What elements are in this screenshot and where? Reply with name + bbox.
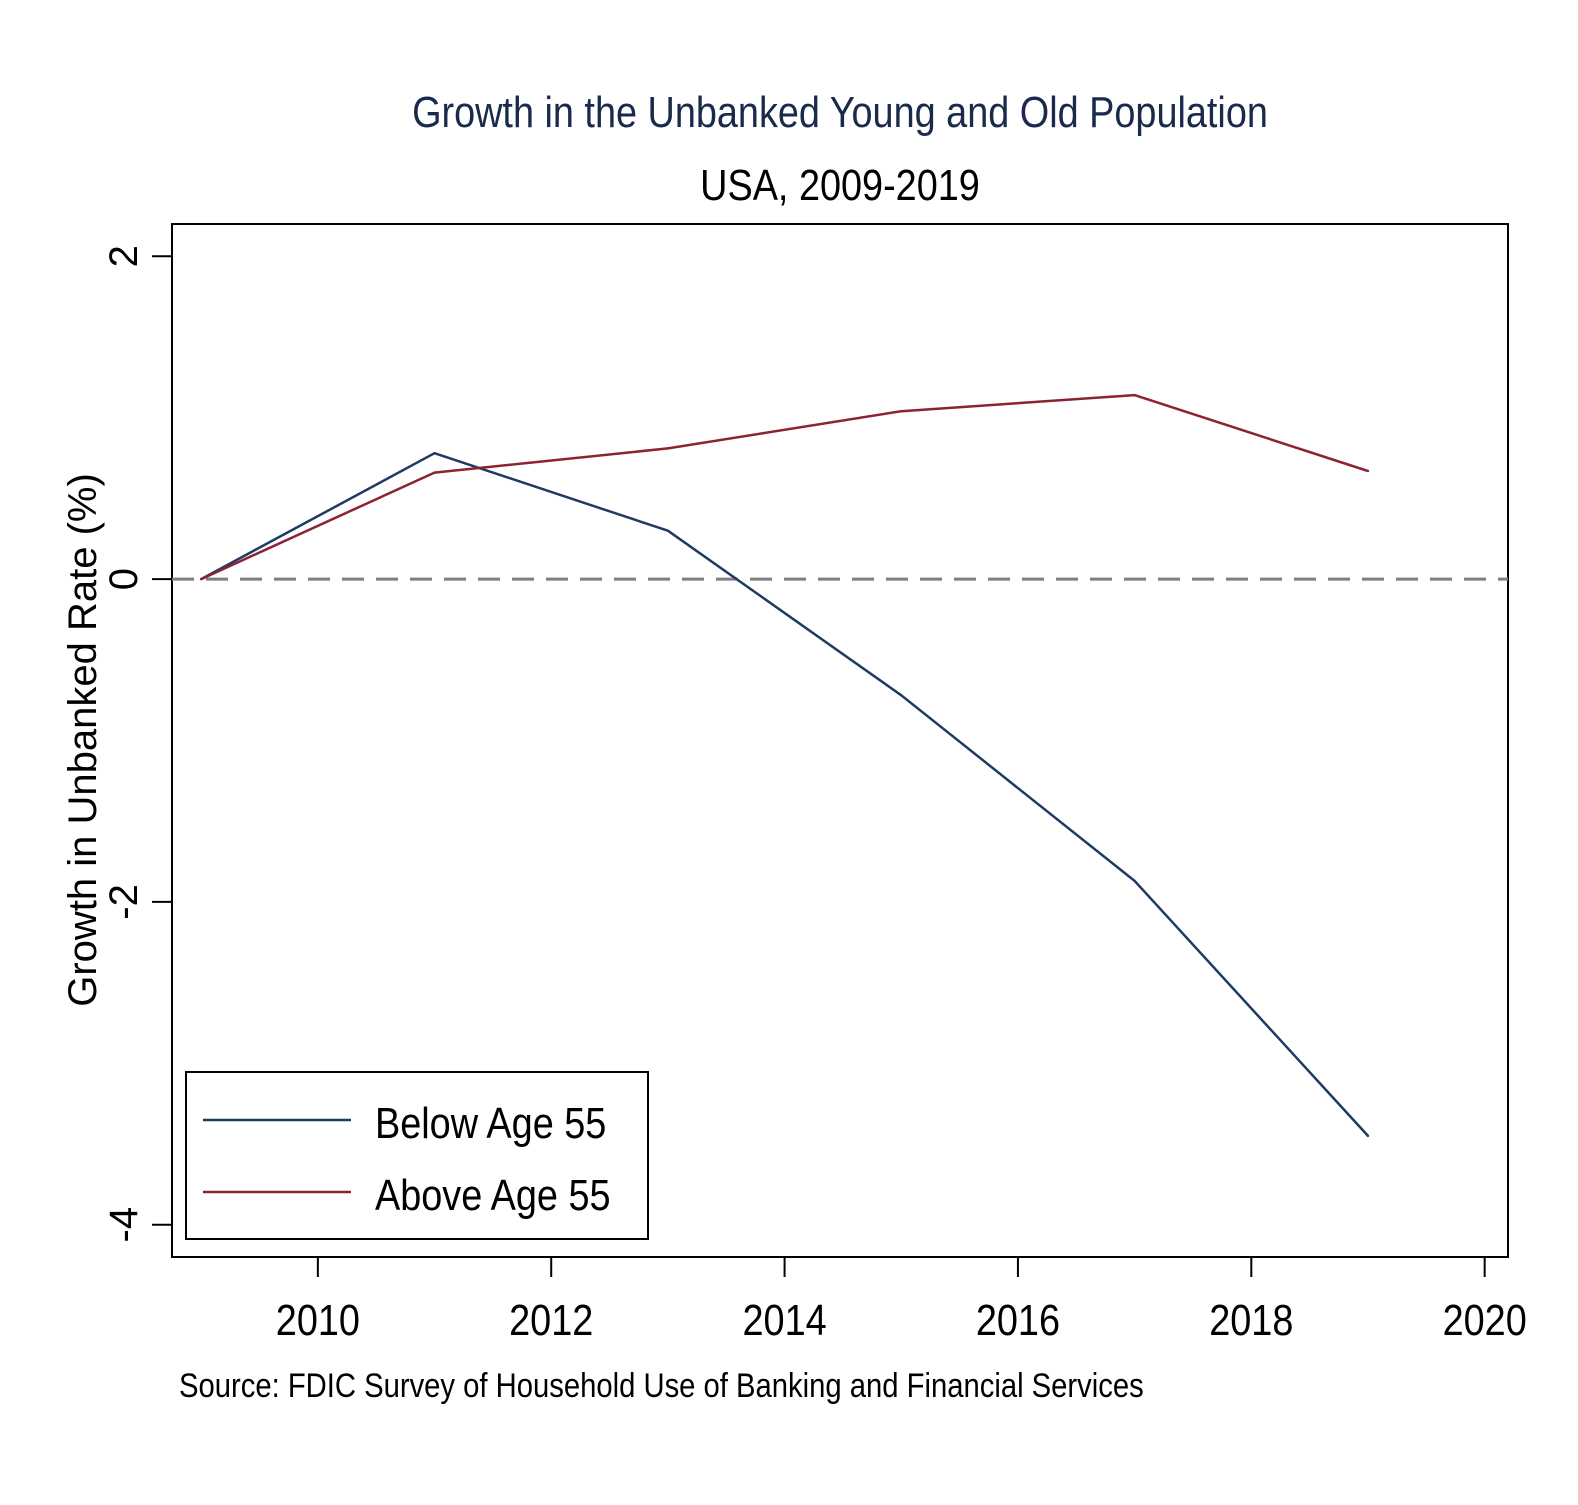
chart-title: Growth in the Unbanked Young and Old Pop… xyxy=(412,87,1268,136)
legend-box xyxy=(185,1071,649,1240)
x-tick-label-2018: 2018 xyxy=(1209,1295,1293,1344)
point-below-age-55-2019 xyxy=(1366,1134,1370,1138)
y-axis-label: Growth in Unbanked Rate (%) xyxy=(61,473,105,1007)
y-axis: 2 0 -2 -4 xyxy=(102,245,172,1243)
legend: Below Age 55 Above Age 55 xyxy=(185,1071,649,1240)
point-below-age-55-2013 xyxy=(666,529,670,532)
point-above-age-55-2009 xyxy=(199,577,203,581)
series-line-below-age-55 xyxy=(200,451,1369,1137)
x-tick-label-2012: 2012 xyxy=(509,1295,593,1344)
legend-label-below-age-55: Below Age 55 xyxy=(375,1098,606,1147)
y-tick-label-2: 2 xyxy=(102,245,146,267)
x-tick-label-2020: 2020 xyxy=(1443,1295,1527,1344)
series-layer xyxy=(199,393,1370,1138)
point-above-age-55-2011 xyxy=(433,471,436,474)
y-tick-label-0: 0 xyxy=(102,568,146,590)
plot-frame xyxy=(171,223,1509,1258)
y-tick-label-2: -2 xyxy=(102,884,146,920)
point-below-age-55-2011 xyxy=(433,451,436,455)
point-above-age-55-2017 xyxy=(1133,393,1136,397)
x-axis: 2010 2012 2014 2016 2018 2020 xyxy=(276,1257,1527,1345)
point-above-age-55-2019 xyxy=(1366,469,1370,473)
legend-label-above-age-55: Above Age 55 xyxy=(375,1170,611,1219)
source-note: Source: FDIC Survey of Household Use of … xyxy=(179,1366,1144,1405)
x-tick-label-2010: 2010 xyxy=(276,1295,360,1344)
x-tick-label-2014: 2014 xyxy=(743,1295,827,1344)
y-tick-label-4: -4 xyxy=(102,1207,146,1243)
point-above-age-55-2013 xyxy=(666,447,670,450)
chart-subtitle: USA, 2009-2019 xyxy=(700,160,980,209)
point-above-age-55-2015 xyxy=(900,410,903,413)
point-below-age-55-2015 xyxy=(900,694,903,697)
point-below-age-55-2017 xyxy=(1133,879,1136,883)
x-tick-label-2016: 2016 xyxy=(976,1295,1060,1344)
series-line-above-age-55 xyxy=(200,393,1369,581)
